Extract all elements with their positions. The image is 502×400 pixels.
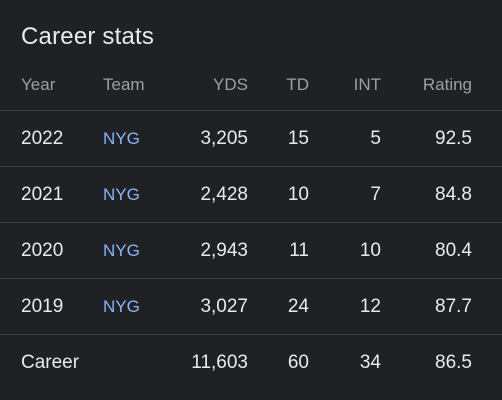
cell-year: 2021	[0, 166, 103, 223]
cell-rating: 84.8	[381, 166, 472, 223]
cell-career-td: 60	[248, 334, 309, 390]
card-title: Career stats	[21, 23, 155, 50]
cell-rating: 80.4	[381, 222, 472, 279]
cell-td: 24	[248, 278, 309, 335]
team-link[interactable]: NYG	[103, 296, 140, 316]
cell-int: 5	[309, 110, 381, 167]
cell-team: NYG	[103, 222, 175, 279]
cell-td: 10	[248, 166, 309, 223]
team-link[interactable]: NYG	[103, 184, 140, 204]
cell-career-rating: 86.5	[381, 334, 472, 390]
table-row: 2022 NYG 3,205 15 5 92.5	[0, 110, 502, 167]
cell-int: 10	[309, 222, 381, 279]
row-spacer	[472, 222, 502, 279]
table-row: 2019 NYG 3,027 24 12 87.7	[0, 278, 502, 335]
cell-rating: 92.5	[381, 110, 472, 167]
cell-year: 2022	[0, 110, 103, 167]
table-row: 2020 NYG 2,943 11 10 80.4	[0, 222, 502, 279]
row-spacer	[472, 166, 502, 223]
cell-yds: 3,027	[175, 278, 248, 335]
career-stats-table: Year Team YDS TD INT Rating 2022 NYG 3,2…	[0, 60, 502, 390]
cell-rating: 87.7	[381, 278, 472, 335]
cell-career-team	[103, 334, 175, 390]
cell-yds: 2,428	[175, 166, 248, 223]
cell-int: 12	[309, 278, 381, 335]
cell-int: 7	[309, 166, 381, 223]
column-header-int: INT	[353, 75, 381, 94]
cell-career-int: 34	[309, 334, 381, 390]
career-totals-row: Career 11,603 60 34 86.5	[0, 334, 502, 390]
cell-year: 2019	[0, 278, 103, 335]
row-spacer	[472, 334, 502, 390]
cell-career-yds: 11,603	[175, 334, 248, 390]
team-link[interactable]: NYG	[103, 240, 140, 260]
column-header-yds: YDS	[213, 75, 248, 94]
cell-yds: 2,943	[175, 222, 248, 279]
cell-team: NYG	[103, 166, 175, 223]
cell-yds: 3,205	[175, 110, 248, 167]
row-spacer	[472, 110, 502, 167]
cell-td: 15	[248, 110, 309, 167]
table-header-row: Year Team YDS TD INT Rating	[0, 60, 502, 111]
cell-td: 11	[248, 222, 309, 279]
column-header-year: Year	[21, 75, 56, 94]
cell-team: NYG	[103, 110, 175, 167]
column-header-team: Team	[103, 75, 145, 94]
table-row: 2021 NYG 2,428 10 7 84.8	[0, 166, 502, 223]
cell-career-label: Career	[0, 334, 103, 390]
team-link[interactable]: NYG	[103, 128, 140, 148]
cell-team: NYG	[103, 278, 175, 335]
column-header-rating: Rating	[422, 75, 472, 94]
header-spacer	[472, 60, 502, 111]
column-header-td: TD	[286, 75, 309, 94]
row-spacer	[472, 278, 502, 335]
cell-year: 2020	[0, 222, 103, 279]
